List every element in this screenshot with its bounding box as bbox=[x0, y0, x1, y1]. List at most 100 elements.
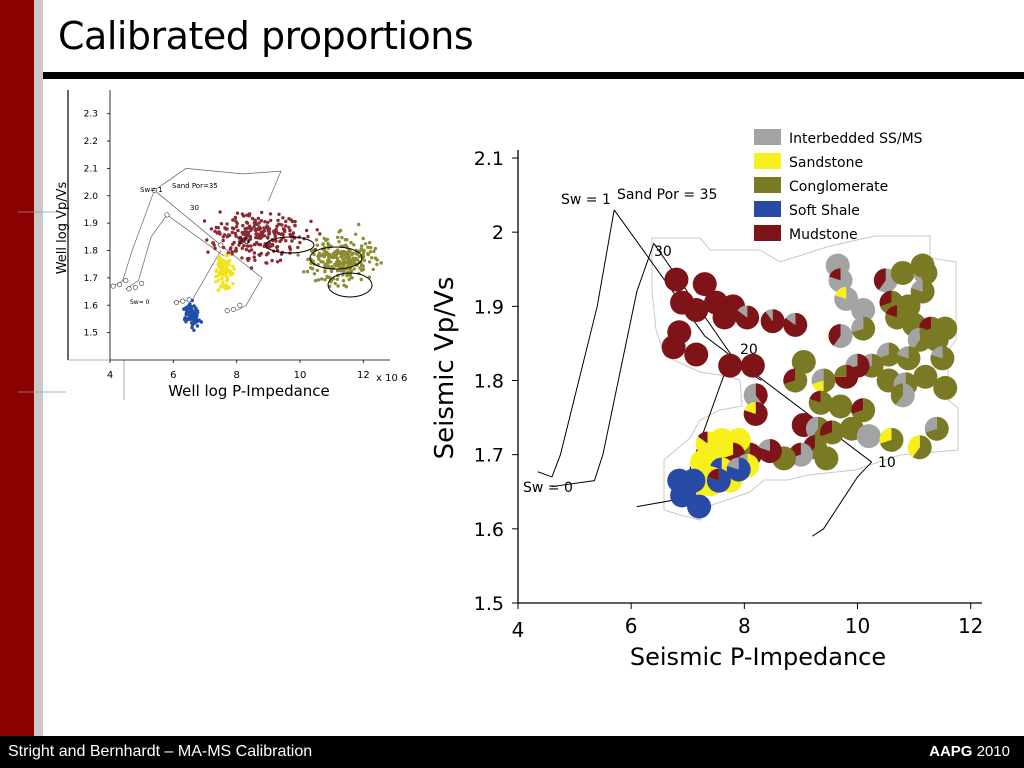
proportion-pie bbox=[910, 279, 935, 304]
small-x-tick-label: 8 bbox=[233, 370, 239, 381]
small-data-point bbox=[225, 263, 230, 267]
small-data-point bbox=[246, 230, 251, 235]
small-data-point bbox=[329, 260, 333, 264]
small-data-point bbox=[225, 267, 230, 272]
pie-slice-interbedded bbox=[833, 324, 853, 348]
legend-label: Interbedded SS/MS bbox=[789, 131, 923, 147]
small-data-point bbox=[305, 228, 309, 233]
pie-slice-interbedded bbox=[737, 305, 748, 318]
small-data-point bbox=[245, 221, 250, 225]
small-template-line bbox=[154, 168, 282, 202]
small-data-point bbox=[247, 234, 251, 238]
small-data-point bbox=[234, 246, 238, 251]
small-data-point bbox=[227, 253, 231, 258]
small-data-point bbox=[252, 251, 257, 255]
small-data-point bbox=[232, 267, 236, 271]
pie-slice-soft_shale bbox=[710, 457, 722, 470]
slide-title: Calibrated proportions bbox=[58, 14, 474, 58]
small-data-point bbox=[346, 250, 350, 254]
pie-slice-conglomerate bbox=[834, 364, 847, 377]
pie-slice-conglomerate bbox=[913, 364, 938, 389]
small-data-point bbox=[298, 240, 302, 245]
small-data-point bbox=[245, 257, 250, 261]
template-line bbox=[811, 461, 873, 537]
pie-slice-conglomerate bbox=[890, 383, 903, 406]
small-x-tick-label: 12 bbox=[357, 370, 370, 381]
small-data-point bbox=[317, 251, 321, 255]
pie-slice-interbedded bbox=[743, 383, 763, 408]
x-tick-label: 6 bbox=[625, 614, 638, 638]
template-line bbox=[537, 209, 615, 478]
proportion-pie bbox=[743, 383, 768, 408]
pie-slice-conglomerate bbox=[910, 279, 935, 304]
small-data-point bbox=[240, 256, 244, 260]
small-data-point bbox=[259, 235, 264, 239]
proportion-pie bbox=[913, 364, 938, 389]
small-data-point bbox=[225, 284, 229, 288]
title-rule bbox=[43, 72, 1024, 79]
pie-slice-mudstone bbox=[873, 268, 886, 291]
proportion-pie bbox=[890, 383, 915, 408]
small-data-point bbox=[338, 228, 343, 233]
small-data-point bbox=[321, 260, 325, 264]
small-x-tick-label: 10 bbox=[294, 370, 307, 381]
small-y-tick-label: 1.9 bbox=[84, 219, 99, 229]
footer-org: AAPG bbox=[929, 743, 973, 760]
small-data-point bbox=[355, 252, 359, 256]
pie-slice-interbedded bbox=[851, 316, 864, 333]
small-data-point bbox=[296, 245, 300, 250]
pie-slice-soft_shale bbox=[687, 494, 712, 519]
pie-slice-mudstone bbox=[820, 420, 833, 437]
annotation-sand-por: Sand Por = 35 bbox=[617, 187, 717, 203]
y-tick-label: 1.8 bbox=[474, 371, 504, 393]
small-data-point bbox=[218, 210, 222, 214]
small-data-point bbox=[357, 254, 361, 259]
small-data-point bbox=[262, 229, 266, 233]
small-data-point bbox=[211, 241, 215, 245]
small-x-tick-label: 6 bbox=[170, 370, 176, 381]
pie-slice-sandstone bbox=[812, 380, 824, 393]
small-data-point bbox=[363, 242, 368, 246]
proportion-pie bbox=[907, 435, 932, 460]
small-data-point bbox=[245, 213, 249, 217]
small-data-point bbox=[190, 298, 194, 303]
x-tick-label: 12 bbox=[958, 614, 983, 638]
small-data-point bbox=[265, 253, 269, 257]
small-y-tick-label: 2.2 bbox=[84, 137, 98, 147]
small-data-point bbox=[273, 234, 277, 239]
small-template-marker bbox=[174, 300, 180, 306]
annotation-10: 10 bbox=[878, 455, 896, 471]
x-tick-label: 10 bbox=[845, 614, 870, 638]
pie-slice-interbedded bbox=[765, 309, 773, 322]
small-data-point bbox=[215, 231, 219, 235]
charts-canvas: 4 6 8 10 12 2.3 2.2 2.1 2.0 1.9 1.8 1.7 1.6 1.5 Sw= 1… bbox=[18, 90, 983, 671]
small-data-point bbox=[302, 270, 306, 274]
pie-slice-interbedded bbox=[828, 268, 853, 293]
small-data-point bbox=[334, 264, 338, 268]
small-data-point bbox=[238, 235, 243, 239]
small-data-point bbox=[320, 277, 324, 281]
small-data-point bbox=[217, 272, 222, 276]
small-data-point bbox=[197, 318, 201, 322]
pie-slice-conglomerate bbox=[791, 349, 816, 374]
small-data-point bbox=[227, 233, 232, 238]
small-data-point bbox=[205, 238, 209, 242]
pie-slice-soft_shale bbox=[726, 457, 751, 482]
small-data-point bbox=[195, 324, 200, 328]
pie-slice-interbedded bbox=[895, 383, 915, 408]
legend-label: Sandstone bbox=[789, 155, 863, 171]
small-data-point bbox=[312, 272, 317, 276]
small-template-line bbox=[112, 190, 155, 287]
small-data-point bbox=[370, 256, 374, 260]
small-template-marker bbox=[186, 297, 192, 303]
small-data-point bbox=[223, 261, 228, 265]
slide-side-bar-edge bbox=[34, 0, 43, 736]
pie-slice-conglomerate bbox=[910, 253, 935, 278]
small-data-point bbox=[287, 245, 292, 249]
pie-slice-sandstone bbox=[834, 286, 847, 299]
small-data-point bbox=[259, 230, 263, 234]
small-data-point bbox=[336, 284, 340, 288]
small-y-tick-label: 1.6 bbox=[84, 301, 99, 311]
footer-conference: AAPG 2010 bbox=[929, 743, 1010, 760]
small-data-point bbox=[188, 302, 192, 307]
